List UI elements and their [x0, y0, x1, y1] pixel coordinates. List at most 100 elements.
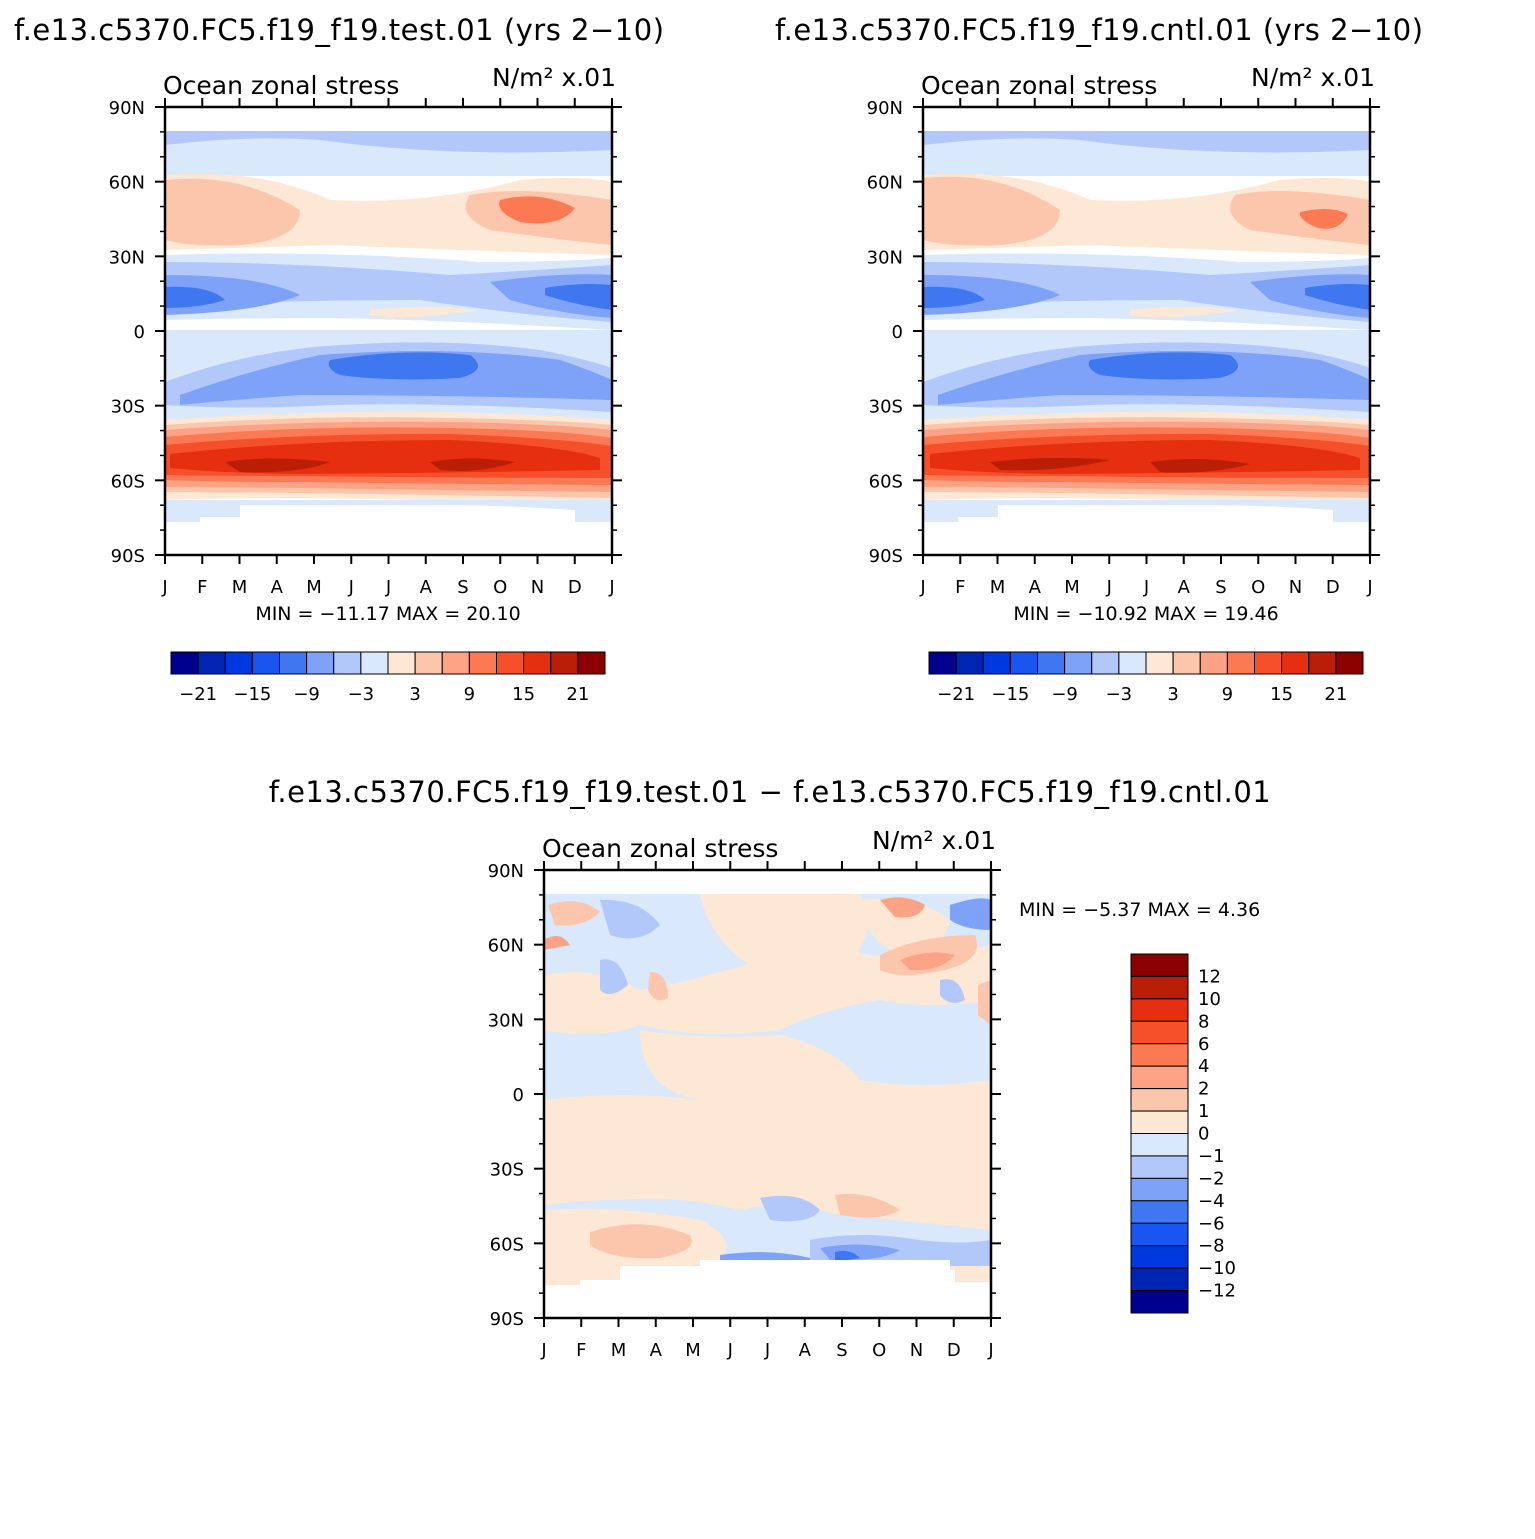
colorbar-swatch [170, 651, 199, 675]
colorbar: −21 −15 −9 −3 3 9 15 21 [928, 651, 1364, 705]
contour-region [499, 196, 575, 224]
colorbar-swatch [1130, 1088, 1189, 1112]
x-tick-label: N [910, 1340, 923, 1361]
colorbar-label: 6 [1198, 1034, 1209, 1055]
colorbar-label: 9 [464, 684, 475, 705]
contour-field [544, 870, 991, 1318]
panel-cntl: Ocean zonal stress N/m² x.01 [867, 63, 1380, 705]
contour-region [835, 1250, 860, 1262]
colorbar-label: 12 [1198, 966, 1221, 987]
colorbar-label: −15 [233, 684, 271, 705]
contour-region [860, 899, 950, 952]
colorbar: −21 −15 −9 −3 3 9 15 21 [170, 651, 606, 705]
contour-region [590, 1224, 692, 1259]
panel-title-test: f.e13.c5370.FC5.f19_f19.test.01 (yrs 2−1… [14, 13, 665, 47]
x-tick-label: J [161, 577, 167, 598]
colorbar-label: −15 [991, 684, 1029, 705]
colorbar-swatch [1335, 651, 1364, 675]
x-tick-label: F [576, 1340, 586, 1361]
x-tick-label: J [1106, 577, 1112, 598]
colorbar-label: 1 [1198, 1101, 1209, 1122]
colorbar-swatch [1130, 1290, 1189, 1314]
panel-diff: Ocean zonal stress N/m² x.01 [488, 826, 1261, 1361]
contour-region [880, 897, 925, 918]
colorbar-swatch [550, 651, 579, 675]
x-tick-label: N [1289, 577, 1302, 598]
contour-region [544, 936, 570, 950]
contour-region [328, 352, 478, 380]
x-tick-label: M [232, 577, 248, 598]
y-tick-label: 30N [488, 1010, 524, 1031]
x-tick-label: J [1143, 577, 1149, 598]
colorbar-label: 9 [1222, 684, 1233, 705]
contour-region [165, 178, 300, 246]
colorbar-swatch [1130, 1267, 1189, 1292]
subtitle-left: Ocean zonal stress [921, 71, 1157, 100]
colorbar-swatch [1130, 1155, 1189, 1179]
units-label: N/m² x.01 [492, 63, 616, 92]
x-tick-label: F [955, 577, 965, 598]
minmax-label: MIN = −5.37 MAX = 4.36 [1019, 899, 1260, 921]
x-tick-label: O [493, 577, 507, 598]
x-tick-label: J [727, 1340, 733, 1361]
contour-region [165, 262, 612, 322]
colorbar-swatch [1130, 1222, 1189, 1247]
y-tick-label: 0 [513, 1085, 524, 1106]
contour-region [1130, 307, 1240, 318]
colorbar-swatch [279, 651, 308, 675]
contour-region [923, 262, 1370, 322]
colorbar-swatch [1145, 651, 1174, 675]
contour-region [1088, 352, 1238, 380]
colorbar-swatch [1130, 975, 1189, 1000]
colorbar-label: 3 [1167, 684, 1178, 705]
x-tick-label: J [540, 1340, 546, 1361]
contour-region [430, 458, 515, 471]
contour-region [1299, 208, 1348, 229]
colorbar-swatch [1118, 651, 1147, 675]
colorbar-swatch [1130, 953, 1189, 977]
x-tick-label: S [457, 577, 468, 598]
colorbar-swatch [955, 651, 984, 675]
colorbar-label: −6 [1198, 1213, 1225, 1234]
colorbar-swatch [1130, 1110, 1189, 1134]
colorbar-swatch [1281, 651, 1310, 675]
colorbar-label: 3 [409, 684, 420, 705]
colorbar-swatch [468, 651, 497, 675]
y-tick-label: 90S [111, 546, 145, 567]
x-tick-label: J [987, 1340, 993, 1361]
colorbar-swatch [928, 651, 957, 675]
contour-region [950, 898, 991, 930]
colorbar-swatch [1091, 651, 1120, 675]
colorbar-label: 2 [1198, 1079, 1209, 1100]
colorbar-swatch [360, 651, 389, 675]
axis-ticks: J F M A M J J A S O N D J 90N 60N 30N 0 30S 60S 90S [488, 861, 1001, 1361]
x-tick-label: M [990, 577, 1006, 598]
colorbar-label: −3 [1106, 684, 1133, 705]
x-tick-label: J [764, 1340, 770, 1361]
x-tick-label: S [1215, 577, 1226, 598]
y-tick-label: 60S [869, 471, 903, 492]
colorbar-label: −8 [1198, 1236, 1225, 1257]
x-tick-label: A [1029, 577, 1042, 598]
colorbar-label: −1 [1198, 1146, 1225, 1167]
contour-region [370, 307, 480, 318]
colorbar-label: −2 [1198, 1168, 1225, 1189]
contour-region [600, 899, 660, 939]
x-tick-label: M [611, 1340, 627, 1361]
x-tick-label: D [947, 1340, 961, 1361]
y-tick-label: 60S [490, 1234, 524, 1255]
colorbar-swatch [1130, 1200, 1189, 1224]
subtitle-left: Ocean zonal stress [542, 834, 778, 863]
units-label: N/m² x.01 [1251, 63, 1375, 92]
x-tick-label: F [197, 577, 207, 598]
x-tick-label: D [1326, 577, 1340, 598]
units-label: N/m² x.01 [872, 826, 996, 855]
colorbar-swatch [523, 651, 552, 675]
x-tick-label: J [348, 577, 354, 598]
y-tick-label: 90N [867, 98, 903, 119]
colorbar-swatch [1308, 651, 1337, 675]
minmax-label: MIN = −10.92 MAX = 19.46 [1013, 603, 1278, 625]
contour-region [1150, 458, 1250, 473]
colorbar-label: −4 [1198, 1191, 1225, 1212]
